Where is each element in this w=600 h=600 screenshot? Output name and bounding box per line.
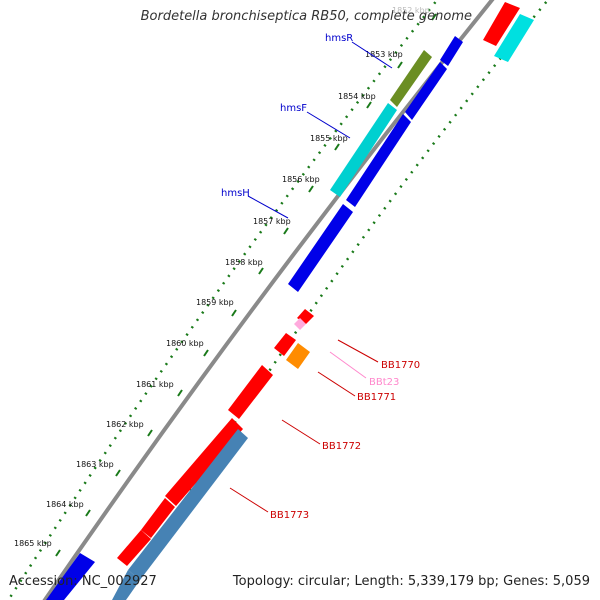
gene-label-hmsR[interactable]: hmsR bbox=[325, 33, 353, 44]
gene-label-bb1772[interactable]: BB1772 bbox=[322, 441, 361, 452]
tick-labels: 1852 kbp 1853 kbp 1854 kbp 1855 kbp 1856… bbox=[14, 6, 430, 548]
tick-label: 1855 kbp bbox=[310, 134, 348, 143]
gene-labels: hmsR hmsF hmsH BB1770 BBt23 BB1771 BB177… bbox=[221, 33, 420, 521]
tick-label: 1860 kbp bbox=[166, 339, 204, 348]
gene-blocks bbox=[46, 2, 534, 600]
gene-block-red-1[interactable] bbox=[165, 418, 243, 506]
gene-block-red-top[interactable] bbox=[483, 2, 520, 46]
gene-block-blue-hmsH[interactable] bbox=[288, 204, 353, 292]
gene-block-red-bb1771[interactable] bbox=[274, 333, 296, 356]
tick-label: 1857 kbp bbox=[253, 217, 291, 226]
gene-block-blue-top[interactable] bbox=[440, 36, 463, 66]
gene-block-red-3[interactable] bbox=[117, 530, 151, 566]
label-leader-lines bbox=[229, 41, 393, 513]
gene-block-olive-hmsR[interactable] bbox=[390, 50, 432, 107]
gene-block-red-2[interactable] bbox=[141, 498, 175, 538]
tick-marks bbox=[55, 13, 437, 557]
gene-block-steel-bb1773[interactable] bbox=[128, 429, 248, 580]
gene-block-blue-1[interactable] bbox=[405, 62, 447, 120]
gene-block-steel-bottom[interactable] bbox=[112, 570, 140, 600]
gene-label-bb1773[interactable]: BB1773 bbox=[270, 510, 309, 521]
map-title: Bordetella bronchiseptica RB50, complete… bbox=[140, 9, 472, 24]
tick-label: 1859 kbp bbox=[196, 298, 234, 307]
tick-label: 1862 kbp bbox=[106, 420, 144, 429]
gene-block-blue-bottom[interactable] bbox=[46, 553, 95, 600]
gene-block-cyan-top[interactable] bbox=[494, 14, 534, 62]
gene-label-hmsH[interactable]: hmsH bbox=[221, 188, 250, 199]
tick-label: 1864 kbp bbox=[46, 500, 84, 509]
topology-info: Topology: circular; Length: 5,339,179 bp… bbox=[232, 574, 590, 589]
tick-label: 1852 kbp bbox=[392, 6, 430, 15]
gene-label-bb1770[interactable]: BB1770 bbox=[381, 360, 420, 371]
accession-label: Accession: bbox=[9, 574, 78, 589]
gene-block-orange-bb1771[interactable] bbox=[286, 343, 310, 369]
reverse-gene-blocks bbox=[112, 309, 314, 600]
accession-value: NC_002927 bbox=[81, 574, 157, 589]
gene-label-bb1771[interactable]: BB1771 bbox=[357, 392, 396, 403]
gene-label-bbt23[interactable]: BBt23 bbox=[369, 377, 399, 388]
gene-block-red-bb1772[interactable] bbox=[228, 365, 273, 419]
tick-label: 1854 kbp bbox=[338, 92, 376, 101]
tick-label: 1856 kbp bbox=[282, 175, 320, 184]
accession-info: Accession: NC_002927 bbox=[9, 574, 157, 589]
gene-block-cyan-hmsF[interactable] bbox=[330, 103, 397, 197]
tick-label: 1863 kbp bbox=[76, 460, 114, 469]
gene-block-blue-2[interactable] bbox=[346, 114, 411, 207]
tick-label: 1853 kbp bbox=[365, 50, 403, 59]
gene-block-pink-bbt23[interactable] bbox=[294, 318, 306, 330]
gene-label-hmsF[interactable]: hmsF bbox=[280, 103, 307, 114]
tick-label: 1865 kbp bbox=[14, 539, 52, 548]
tick-label: 1858 kbp bbox=[225, 258, 263, 267]
tick-label: 1861 kbp bbox=[136, 380, 174, 389]
